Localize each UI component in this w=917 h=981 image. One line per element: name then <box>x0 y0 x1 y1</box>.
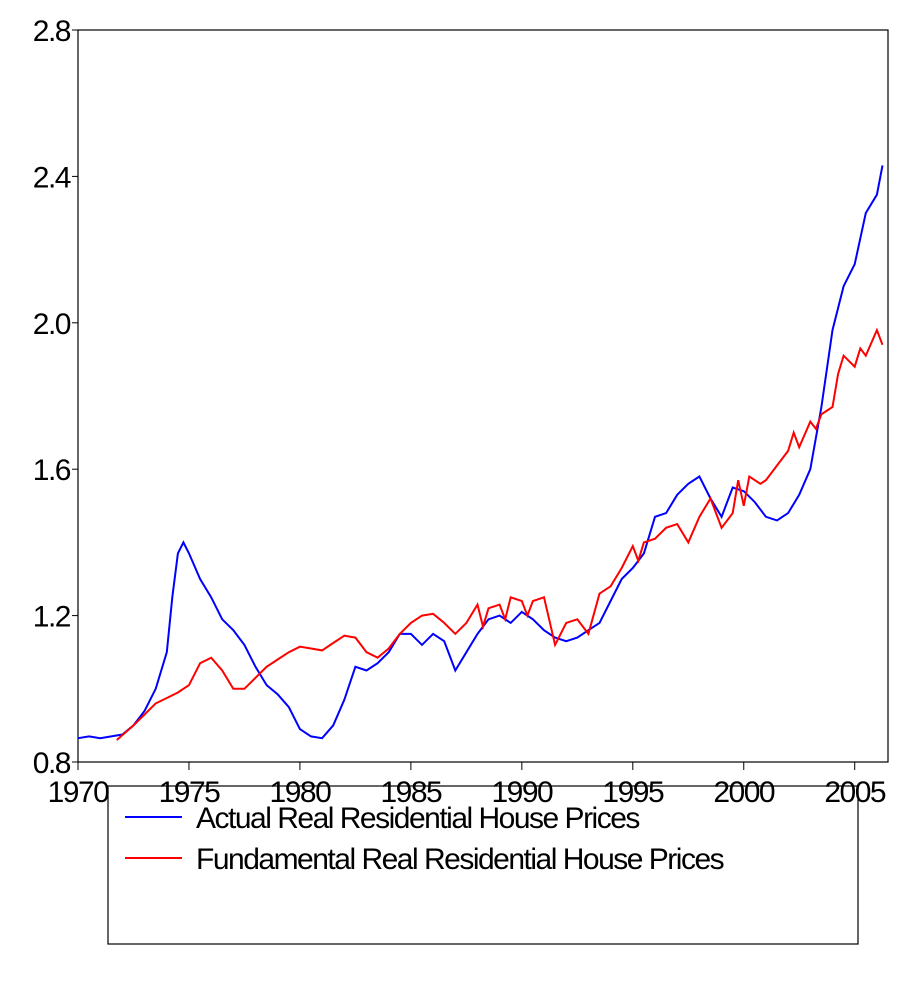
x-tick-label: 1980 <box>270 776 332 809</box>
legend-label: Actual Real Residential House Prices <box>196 802 639 835</box>
series-line <box>116 327 884 741</box>
y-tick-label: 1.6 <box>33 454 71 487</box>
legend-box <box>107 785 859 945</box>
y-tick-label: 0.8 <box>33 747 71 780</box>
x-tick-label: 1995 <box>602 776 664 809</box>
legend-label: Fundamental Real Residential House Price… <box>196 843 724 876</box>
x-tick-label: 1985 <box>381 776 443 809</box>
y-tick-label: 1.2 <box>33 601 71 634</box>
y-tick-label: 2.4 <box>33 161 71 194</box>
x-tick-label: 1970 <box>48 776 110 809</box>
series-line <box>77 165 884 740</box>
y-tick-label: 2.0 <box>33 308 71 341</box>
x-tick-label: 2005 <box>824 776 886 809</box>
x-tick-label: 2000 <box>713 776 775 809</box>
x-tick-label: 1975 <box>159 776 221 809</box>
plot-frame <box>77 29 889 763</box>
y-tick-label: 2.8 <box>33 15 71 48</box>
x-tick-label: 1990 <box>491 776 553 809</box>
